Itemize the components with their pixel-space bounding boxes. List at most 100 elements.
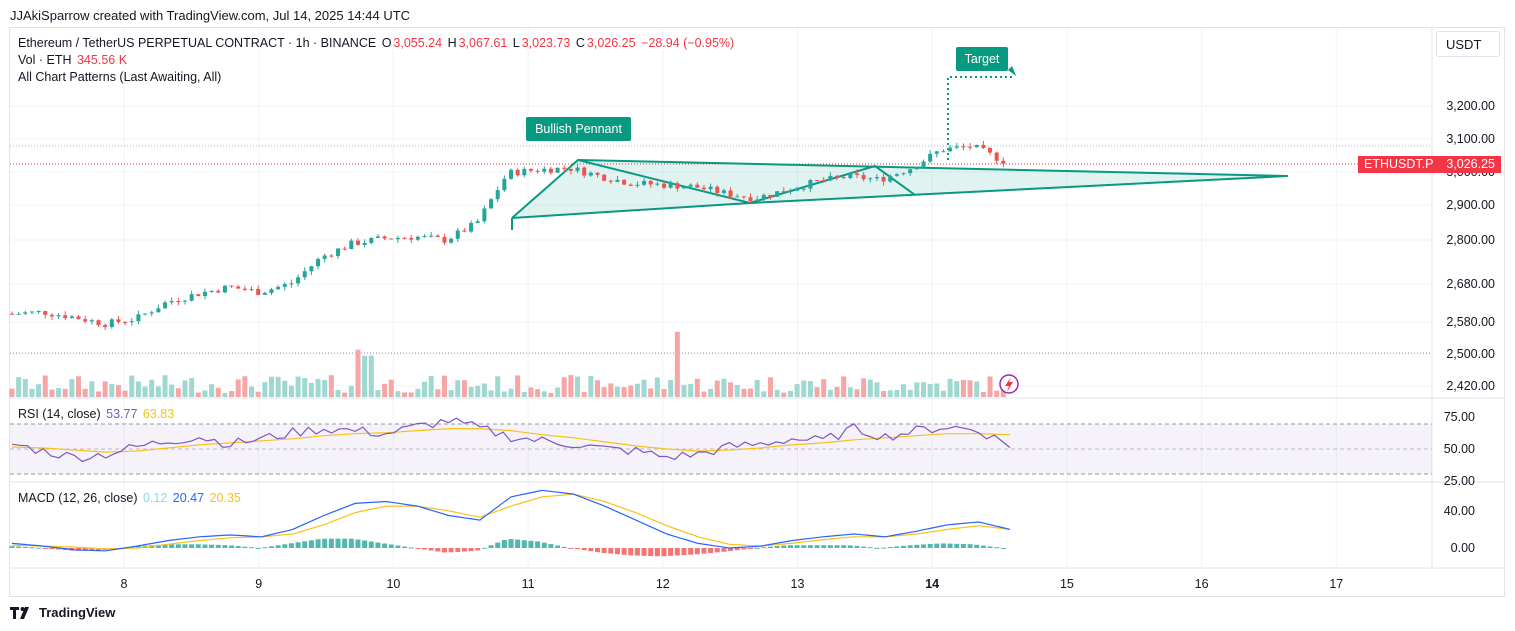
bullish-pennant-label[interactable]: Bullish Pennant [526,117,631,141]
volume-bar [441,375,447,397]
candle-body [156,308,161,313]
tradingview-logo[interactable]: TradingView [10,605,115,620]
volume-bar [475,385,481,397]
macd-histogram-bar [461,548,467,552]
rsi-ma-value: 63.83 [142,407,175,421]
candle-body [169,301,174,303]
macd-histogram-bar [581,548,587,551]
macd-histogram-bar [89,548,95,551]
candle-body [103,325,108,328]
volume-bar [468,386,474,397]
volume-bar [42,375,48,397]
candle-body [981,144,986,148]
macd-histogram-bar [422,548,428,550]
volume-bar [82,388,88,397]
volume-bar [914,382,920,397]
last-price-tag: ETHUSDT.P 3,026.25 [1358,156,1501,173]
macd-histogram-bar [914,544,920,548]
candle-body [928,153,933,162]
macd-histogram-bar [521,540,527,548]
macd-histogram-bar [475,548,481,551]
candle-body [841,176,846,179]
candle-body [409,237,414,240]
candle-body [336,248,341,256]
macd-histogram-bar [881,547,887,549]
volume-bar [481,383,487,397]
macd-histogram-bar [887,547,893,549]
macd-histogram-bar [967,544,973,548]
candle-body [815,180,820,182]
volume-bar [561,377,567,397]
candle-body [196,294,201,297]
high-value: 3,067.61 [458,36,508,50]
volume-bar [821,379,827,397]
candle-body [715,186,720,194]
rsi-line [11,417,1011,463]
candle-body [721,190,726,194]
macd-histogram-bar [561,546,567,548]
macd-histogram-bar [861,546,867,548]
volume-bar [901,384,907,397]
volume-bar [275,376,281,397]
candle-body [216,290,221,293]
volume-bar [648,388,654,397]
candle-body [568,168,573,171]
candle-body [695,184,700,188]
candle-body [528,168,533,171]
volume-bar [741,388,747,397]
candle-body [369,237,374,243]
volume-bar [342,392,348,397]
candle-body [908,169,913,174]
volume-bar [122,390,128,397]
volume-bar [614,386,620,397]
macd-histogram-bar [867,547,873,549]
macd-line [11,489,1011,552]
volume-bar [149,379,155,397]
candle-body [429,235,434,237]
time-tick-label: 15 [1060,577,1074,591]
target-label[interactable]: Target [956,47,1008,71]
volume-bar [515,375,521,397]
volume-bar [9,388,15,397]
currency-button[interactable]: USDT [1436,31,1500,57]
time-tick-label: 8 [121,577,128,591]
macd-histogram-bar [568,548,574,549]
volume-bar [195,392,201,397]
macd-tick-label: 0.00 [1451,541,1475,555]
macd-histogram-bar [688,548,694,555]
macd-histogram-bar [262,547,268,549]
macd-histogram-bar [628,548,634,556]
macd-histogram-bar [654,548,660,557]
price-tick-label: 2,500.00 [1446,347,1495,361]
open-label: O [381,36,392,50]
price-tick-label: 2,580.00 [1446,315,1495,329]
macd-histogram-bar [288,543,294,548]
candle-body [1001,160,1006,164]
candle-body [455,230,460,239]
candle-body [10,313,14,315]
candle-body [622,179,627,185]
volume-bar [854,389,860,397]
macd-histogram-bar [249,547,255,549]
candle-body [56,315,61,317]
rsi-tick-label: 75.00 [1444,410,1475,424]
macd-histogram-bar [481,547,487,549]
macd-histogram-bar [368,541,374,548]
volume-bar [767,377,773,397]
volume-bar [721,378,727,397]
volume-bar [960,380,966,397]
candle-body [861,174,866,180]
candle-body [941,151,946,153]
candle-body [189,294,194,301]
macd-histogram-bar [634,548,640,556]
time-tick-label: 16 [1195,577,1209,591]
macd-histogram-bar [528,540,534,548]
macd-histogram-bar [674,548,680,556]
candle-body [256,289,261,295]
macd-histogram-bar [268,546,274,548]
candle-body [562,167,567,169]
macd-histogram-bar [428,548,434,551]
candle-body [535,170,540,172]
macd-pane [9,489,1011,557]
